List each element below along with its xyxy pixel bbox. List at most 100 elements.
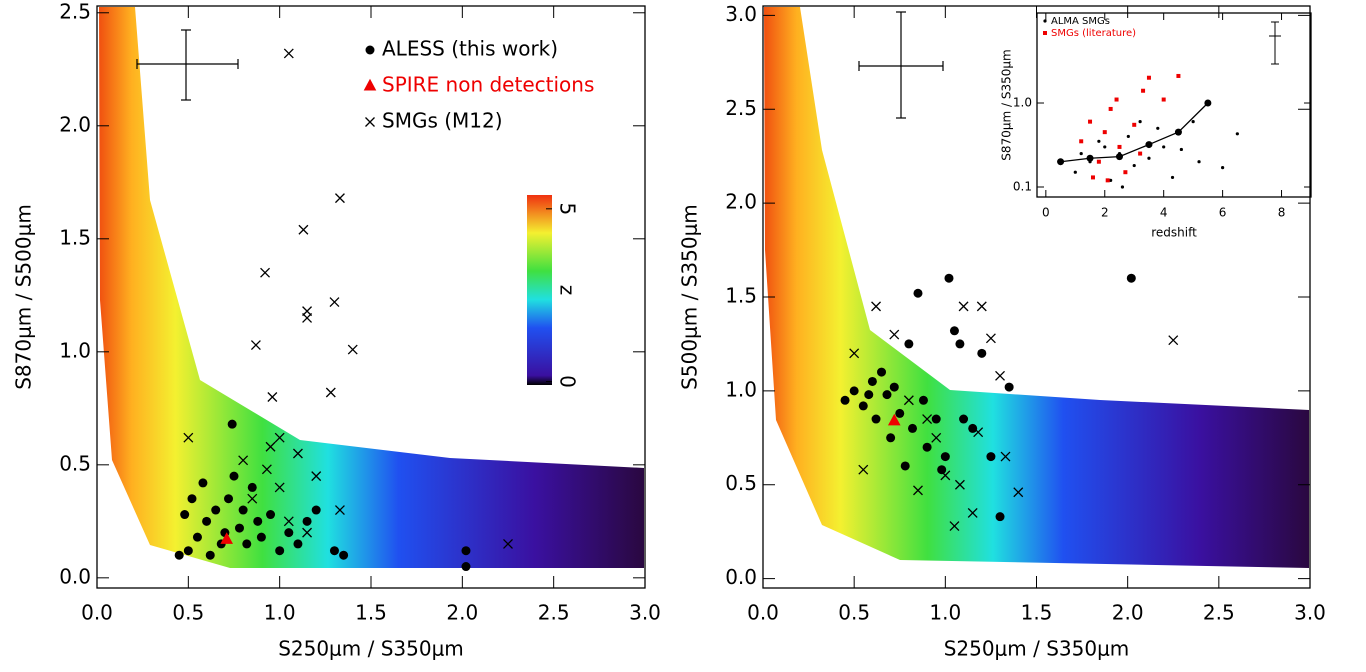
- point: [247, 482, 257, 492]
- legend-label: ALESS (this work): [382, 37, 558, 61]
- point: [887, 413, 901, 426]
- x-tick-label: 2.5: [538, 601, 570, 625]
- point: [949, 521, 960, 532]
- y-tick-label: 0.1: [1013, 179, 1032, 193]
- point: [180, 510, 190, 520]
- y-tick-label: 2.0: [59, 112, 91, 136]
- point: [918, 395, 928, 405]
- point: [1088, 119, 1093, 124]
- y-tick-label: 0.5: [725, 471, 757, 495]
- point: [871, 414, 881, 424]
- point: [238, 455, 249, 466]
- point: [1117, 144, 1122, 149]
- point: [1079, 139, 1084, 144]
- point: [261, 464, 272, 475]
- point: [977, 348, 987, 358]
- x-tick-label: 1.5: [355, 601, 387, 625]
- point: [198, 478, 208, 488]
- x-tick-label: 0.0: [747, 601, 779, 625]
- legend-marker: [1043, 19, 1047, 23]
- x-tick-label: 1.5: [1021, 601, 1053, 625]
- point: [1132, 122, 1137, 127]
- point: [995, 370, 1005, 381]
- point: [1145, 141, 1153, 149]
- point: [1120, 185, 1125, 189]
- x-tick-label: 6: [1219, 206, 1227, 220]
- legend-label: SMGs (literature): [1051, 28, 1136, 39]
- point: [1191, 120, 1195, 124]
- point: [1057, 158, 1065, 166]
- point: [311, 471, 322, 482]
- x-tick-label: 4: [1160, 206, 1168, 220]
- y-tick-label: 1.5: [59, 225, 91, 249]
- point: [298, 224, 309, 235]
- x-tick-label: 2: [1101, 206, 1109, 220]
- point: [250, 340, 261, 350]
- y-tick-label: 1.5: [725, 284, 757, 308]
- point: [886, 433, 896, 443]
- point: [183, 432, 194, 443]
- point: [174, 550, 184, 560]
- point: [229, 471, 239, 481]
- point: [1000, 451, 1011, 462]
- point: [840, 395, 850, 405]
- point: [1097, 139, 1101, 143]
- point: [1102, 130, 1107, 135]
- point: [302, 527, 313, 538]
- point: [253, 516, 263, 526]
- x-tick-label: 2.0: [446, 601, 478, 625]
- point: [1156, 126, 1160, 130]
- point: [1204, 99, 1212, 107]
- point: [1108, 106, 1113, 111]
- point: [973, 427, 984, 438]
- point: [922, 414, 933, 424]
- y-tick-label: 2.0: [725, 190, 757, 214]
- point: [187, 494, 197, 504]
- point: [995, 512, 1005, 522]
- trend-line: [1060, 102, 1209, 163]
- point: [260, 267, 271, 278]
- point: [339, 550, 349, 560]
- y-tick-label: 0.5: [59, 451, 91, 475]
- point: [889, 329, 900, 340]
- point: [1115, 153, 1123, 161]
- point: [220, 532, 233, 544]
- x-tick-label: 1.0: [264, 601, 296, 625]
- point: [967, 507, 978, 518]
- point: [325, 387, 336, 398]
- point: [958, 301, 969, 312]
- point: [985, 333, 996, 344]
- point: [275, 546, 285, 556]
- point: [1123, 170, 1128, 175]
- y-tick-label: 0.0: [59, 564, 91, 588]
- y-axis-label: S870μm / S350μm: [1000, 49, 1014, 160]
- x-axis-label: S250μm / S350μm: [278, 637, 464, 661]
- point: [1221, 166, 1225, 170]
- point: [858, 401, 868, 411]
- point: [266, 510, 276, 520]
- point: [940, 470, 951, 481]
- colorbar-tick-label: 0: [556, 375, 580, 388]
- point: [976, 301, 987, 312]
- point: [882, 390, 892, 400]
- legend-marker: [365, 45, 375, 55]
- point: [913, 485, 923, 496]
- point: [1141, 88, 1146, 93]
- y-tick-label: 1.0: [1013, 96, 1032, 110]
- point: [1161, 97, 1166, 102]
- point: [1168, 335, 1179, 346]
- point: [1103, 145, 1107, 149]
- point: [931, 432, 942, 443]
- point: [274, 482, 285, 493]
- y-tick-label: 1.0: [59, 338, 91, 362]
- point: [274, 432, 285, 443]
- point: [283, 48, 294, 59]
- point: [895, 408, 905, 418]
- point: [329, 546, 339, 556]
- point: [1096, 159, 1101, 164]
- point: [900, 461, 910, 471]
- point: [986, 452, 996, 462]
- point: [858, 464, 869, 475]
